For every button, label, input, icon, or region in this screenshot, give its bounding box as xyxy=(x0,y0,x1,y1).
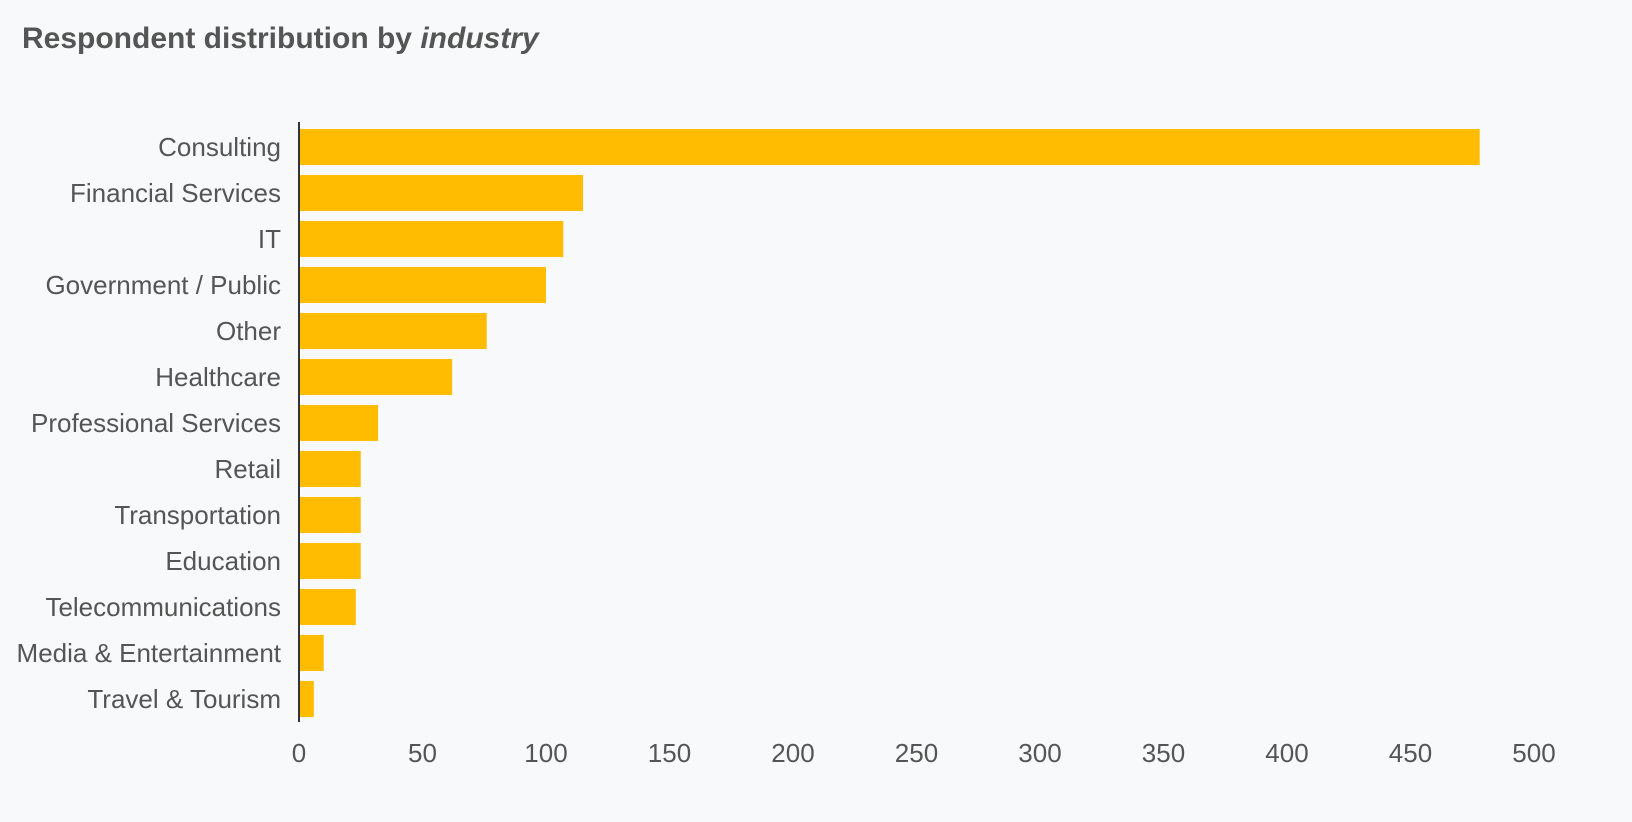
category-label: Consulting xyxy=(158,132,281,162)
category-label: IT xyxy=(258,224,281,254)
x-tick-label: 450 xyxy=(1389,738,1432,768)
category-label: Retail xyxy=(215,454,281,484)
category-label: Professional Services xyxy=(31,408,281,438)
x-tick-label: 150 xyxy=(648,738,691,768)
bar xyxy=(299,681,314,717)
x-tick-label: 500 xyxy=(1512,738,1555,768)
x-tick-label: 250 xyxy=(895,738,938,768)
x-axis-ticks: 0 50 100 150 200 250 300 350 400 450 500 xyxy=(292,738,1556,768)
bar xyxy=(299,175,584,211)
chart-title: Respondent distribution by industry xyxy=(22,22,539,56)
bar xyxy=(299,635,324,671)
bar xyxy=(299,267,546,303)
x-tick-label: 400 xyxy=(1265,738,1308,768)
category-label: Other xyxy=(216,316,281,346)
chart-title-emphasis: industry xyxy=(420,22,539,55)
bar xyxy=(299,405,379,441)
category-label: Travel & Tourism xyxy=(87,684,281,714)
x-tick-label: 350 xyxy=(1142,738,1185,768)
category-label: Government / Public xyxy=(45,270,281,300)
x-tick-label: 0 xyxy=(292,738,306,768)
category-labels: Consulting Financial Services IT Government… xyxy=(17,132,282,714)
category-label: Education xyxy=(165,546,281,576)
x-tick-label: 200 xyxy=(771,738,814,768)
category-label: Financial Services xyxy=(70,178,281,208)
x-tick-label: 300 xyxy=(1018,738,1061,768)
bar xyxy=(299,313,487,349)
category-label: Transportation xyxy=(114,500,281,530)
x-tick-label: 100 xyxy=(524,738,567,768)
bar xyxy=(299,543,361,579)
bar xyxy=(299,589,356,625)
category-label: Healthcare xyxy=(155,362,281,392)
category-label: Telecommunications xyxy=(45,592,281,622)
bar xyxy=(299,129,1480,165)
chart-title-prefix: Respondent distribution by xyxy=(22,22,421,55)
category-label: Media & Entertainment xyxy=(17,638,282,668)
bar xyxy=(299,451,361,487)
bar xyxy=(299,359,453,395)
bar xyxy=(299,221,564,257)
bars-layer xyxy=(299,129,1480,717)
bar xyxy=(299,497,361,533)
x-tick-label: 50 xyxy=(408,738,437,768)
